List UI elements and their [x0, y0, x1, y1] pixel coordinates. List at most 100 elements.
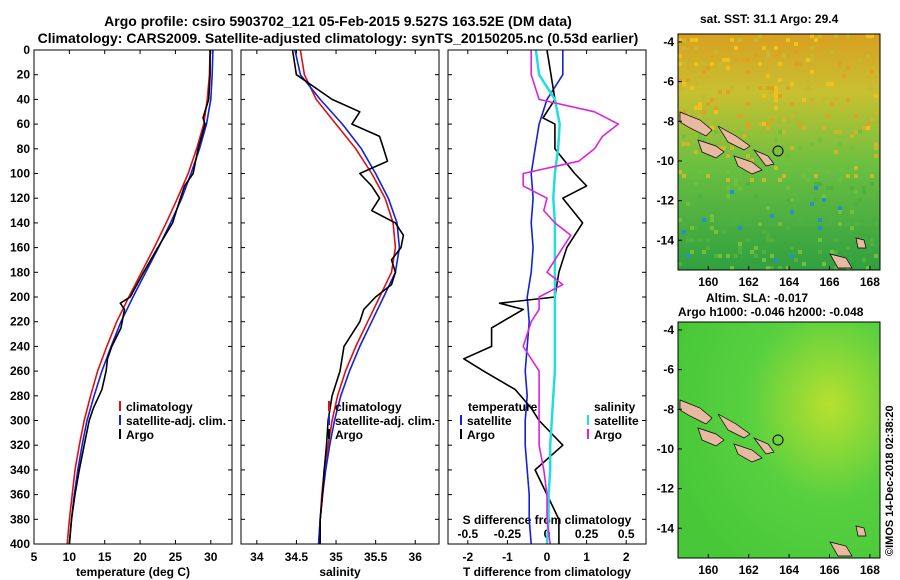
y-tick-label: 100 — [10, 167, 30, 181]
sst-pixel — [746, 182, 750, 186]
sst-pixel — [774, 94, 778, 98]
map-lon-label: 162 — [739, 275, 759, 289]
legend-t-argo: Argo — [467, 428, 495, 442]
sst-pixel — [834, 130, 838, 134]
series-line-temperature-satellite — [524, 50, 564, 544]
sst-pixel — [746, 122, 750, 126]
sst-pixel — [698, 170, 702, 174]
map-lat-label: -6 — [663, 75, 674, 89]
sst-pixel — [814, 182, 818, 186]
sst-pixel — [702, 250, 706, 254]
sst-pixel — [782, 130, 786, 134]
sst-pixel — [710, 214, 714, 218]
sst-pixel — [718, 66, 722, 70]
y-tick-label: 200 — [10, 290, 30, 304]
sst-pixel — [758, 62, 762, 66]
sst-pixel — [762, 250, 766, 254]
sst-pixel — [762, 46, 766, 50]
sst-pixel — [726, 154, 730, 158]
sst-pixel — [810, 34, 814, 38]
x-tick-label: 1 — [583, 550, 590, 564]
x-tick-label: 34 — [250, 550, 264, 564]
sst-pixel — [866, 34, 870, 38]
sst-pixel — [742, 134, 746, 138]
sst-pixel — [786, 226, 790, 230]
sst-pixel — [722, 230, 726, 234]
sst-pixel — [778, 130, 782, 134]
sst-pixel — [750, 158, 754, 162]
sst-pixel — [846, 66, 850, 70]
sst-pixel — [698, 146, 702, 150]
sst-pixel — [686, 254, 690, 258]
sst-pixel — [786, 198, 790, 202]
sst-pixel — [678, 78, 682, 82]
sst-pixel — [778, 62, 782, 66]
sst-pixel — [786, 162, 790, 166]
sst-pixel — [830, 218, 834, 222]
sst-pixel — [718, 146, 722, 150]
sst-pixel — [730, 146, 734, 150]
sst-pixel — [870, 70, 874, 74]
sst-pixel — [686, 78, 690, 82]
sst-pixel — [846, 158, 850, 162]
sst-pixel — [690, 226, 694, 230]
sla-map-title-1: Altim. SLA: -0.017 — [706, 291, 809, 305]
map-lat-label: -4 — [663, 323, 674, 337]
sst-pixel — [806, 78, 810, 82]
map-lon-label: 164 — [779, 563, 799, 577]
sst-pixel — [754, 194, 758, 198]
sst-pixel — [738, 242, 742, 246]
sst-pixel — [798, 62, 802, 66]
sst-pixel — [746, 126, 750, 130]
sst-pixel — [770, 254, 774, 258]
sst-pixel — [830, 102, 834, 106]
sst-pixel — [814, 78, 818, 82]
sst-pixel — [682, 134, 686, 138]
sst-pixel — [734, 254, 738, 258]
sst-pixel — [858, 198, 862, 202]
sst-pixel — [694, 46, 698, 50]
sst-pixel — [810, 98, 814, 102]
sst-pixel — [698, 194, 702, 198]
sst-pixel — [834, 250, 838, 254]
sst-pixel — [838, 210, 842, 214]
sst-pixel — [742, 58, 746, 62]
sst-pixel — [810, 70, 814, 74]
sst-pixel — [698, 102, 702, 106]
sst-pixel — [770, 118, 774, 122]
sst-pixel — [678, 62, 682, 66]
x-tick-label: 35 — [329, 550, 343, 564]
sst-pixel — [850, 134, 854, 138]
sst-pixel — [858, 158, 862, 162]
sst-pixel — [782, 174, 786, 178]
sst-pixel — [698, 114, 702, 118]
sst-pixel — [874, 154, 878, 158]
sst-pixel — [694, 150, 698, 154]
map-lat-label: -10 — [657, 154, 675, 168]
sst-pixel — [762, 230, 766, 234]
map-lon-label: 160 — [698, 275, 718, 289]
y-tick-label: 280 — [10, 389, 30, 403]
sst-pixel — [734, 46, 738, 50]
x-tick-label: 5 — [31, 550, 38, 564]
title-line-1: Argo profile: csiro 5903702_121 05-Feb-2… — [104, 13, 572, 29]
sst-pixel — [854, 190, 858, 194]
sst-pixel — [758, 86, 762, 90]
sst-pixel — [826, 114, 830, 118]
map-axes: 160 162 164 166 168 -4 -6 -8 -10 -12 -14 160 162 164 1… — [657, 35, 881, 577]
sst-pixel — [826, 82, 830, 86]
x-axis-label: temperature (deg C) — [76, 565, 190, 579]
sst-pixel — [774, 98, 778, 102]
sst-pixel — [706, 246, 710, 250]
x-tick-label: 2 — [623, 550, 630, 564]
sst-pixel — [734, 178, 738, 182]
sst-pixel — [718, 214, 722, 218]
sst-pixel — [874, 254, 878, 258]
sst-pixel — [870, 174, 874, 178]
sst-pixel — [726, 178, 730, 182]
sst-pixel — [766, 126, 770, 130]
sst-pixel — [714, 50, 718, 54]
series-group — [66, 50, 214, 544]
sst-pixel — [706, 174, 710, 178]
sst-pixel — [838, 62, 842, 66]
